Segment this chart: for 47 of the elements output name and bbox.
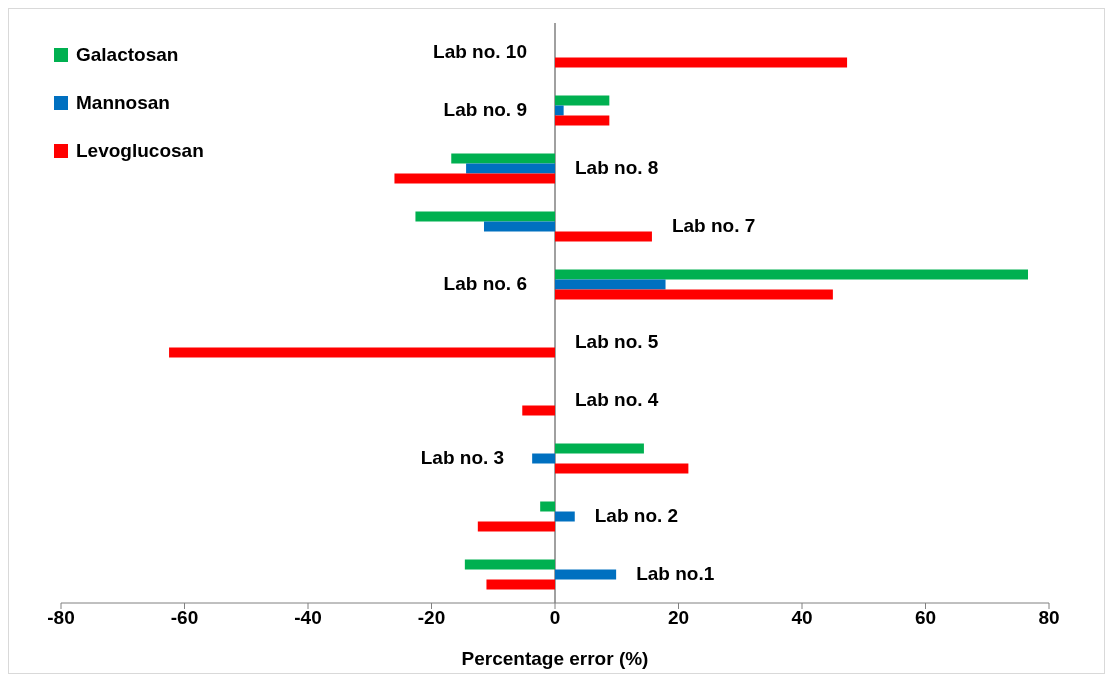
x-axis-title: Percentage error (%) bbox=[461, 648, 649, 669]
bar bbox=[522, 405, 555, 416]
x-tick-label: 0 bbox=[549, 607, 561, 629]
bar bbox=[555, 95, 610, 106]
x-tick-label: -80 bbox=[47, 607, 75, 629]
y-tick-label: Lab no. 4 bbox=[575, 389, 659, 410]
x-tick-label: 40 bbox=[791, 607, 813, 629]
y-tick-label: Lab no. 2 bbox=[594, 505, 679, 526]
bar bbox=[555, 105, 564, 116]
y-tick-label: Lab no. 5 bbox=[575, 331, 659, 352]
y-tick-label: Lab no. 6 bbox=[443, 273, 527, 294]
x-tick-label: -40 bbox=[294, 607, 322, 629]
y-tick-label: Lab no. 3 bbox=[420, 447, 505, 468]
bar bbox=[394, 173, 555, 184]
bar bbox=[477, 521, 555, 532]
x-tick-label: 60 bbox=[914, 607, 937, 629]
bar bbox=[555, 269, 1029, 280]
bar bbox=[555, 569, 617, 580]
y-tick-label: Lab no. 8 bbox=[575, 157, 659, 178]
bar bbox=[555, 289, 833, 300]
bar bbox=[169, 347, 555, 358]
bar bbox=[555, 231, 652, 242]
bar bbox=[415, 211, 555, 222]
y-tick-label: Lab no.1 bbox=[636, 563, 715, 584]
y-tick-label: Lab no. 7 bbox=[671, 215, 756, 236]
bar bbox=[486, 579, 555, 590]
y-tick-label: Lab no. 9 bbox=[443, 99, 527, 120]
x-tick-label: 80 bbox=[1038, 607, 1060, 629]
bar bbox=[466, 163, 555, 174]
bar bbox=[555, 511, 575, 522]
bar bbox=[555, 463, 689, 474]
bar bbox=[532, 453, 555, 464]
x-tick-label: -20 bbox=[417, 607, 446, 629]
x-tick-label: -60 bbox=[170, 607, 199, 629]
bar bbox=[555, 57, 848, 68]
legend-label: Levoglucosan bbox=[76, 139, 204, 163]
legend-label: Galactosan bbox=[76, 43, 179, 67]
legend-label: Mannosan bbox=[76, 91, 170, 115]
bar bbox=[555, 443, 644, 454]
y-tick-label: Lab no. 10 bbox=[433, 41, 527, 62]
bar bbox=[555, 279, 666, 290]
bar bbox=[451, 153, 555, 164]
bar bbox=[483, 221, 555, 232]
bar bbox=[555, 115, 610, 126]
bar bbox=[464, 559, 555, 570]
bar bbox=[540, 501, 555, 512]
x-tick-label: 20 bbox=[667, 607, 690, 629]
